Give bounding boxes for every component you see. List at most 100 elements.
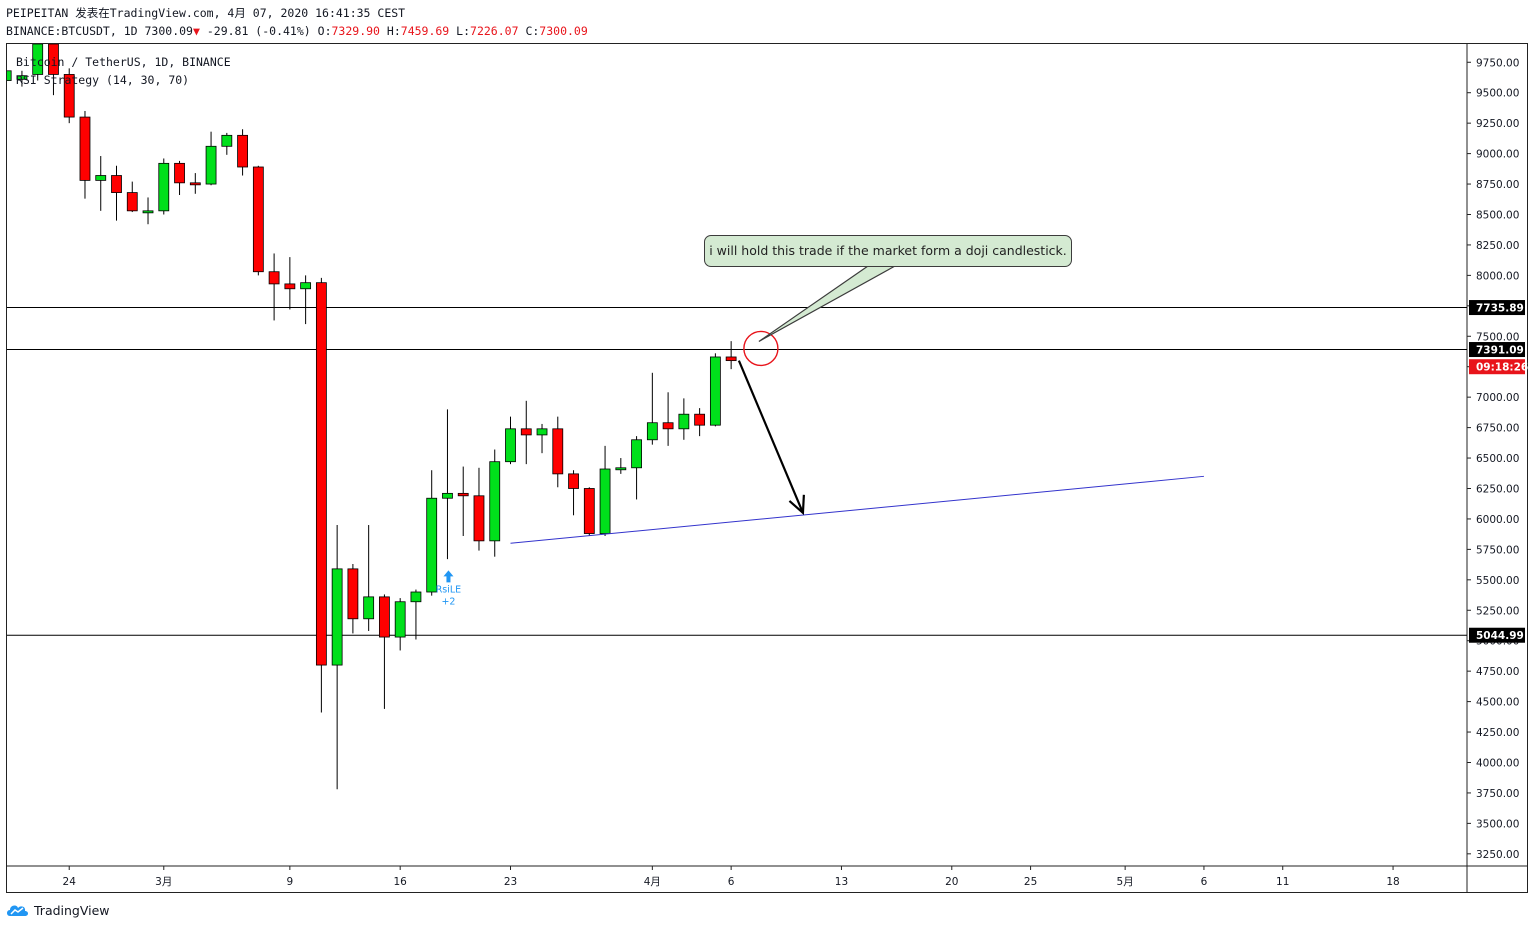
low-label: L:	[456, 24, 471, 38]
price-tick-label: 9750.00	[1476, 57, 1519, 69]
time-tick-label: 11	[1276, 876, 1289, 888]
candle	[489, 449, 501, 557]
time-tick-label: 3月	[155, 876, 172, 888]
legend-strategy[interactable]: RSI Strategy (14, 30, 70)	[16, 73, 190, 87]
candle	[221, 132, 233, 155]
candle	[536, 423, 548, 454]
price-tick-label: 6250.00	[1476, 483, 1519, 495]
candle	[363, 525, 375, 631]
candle	[520, 400, 532, 465]
time-tick-label: 23	[504, 876, 517, 888]
ohlc-header: BINANCE:BTCUSDT, 1D 7300.09▼ -29.81 (-0.…	[6, 24, 588, 38]
price-tick-label: 9500.00	[1476, 88, 1519, 100]
time-tick-label: 4月	[644, 876, 661, 888]
arrow-shaft	[737, 360, 804, 514]
close-value: 7300.09	[539, 24, 588, 38]
trendline	[510, 475, 1204, 544]
price-tick-label: 4250.00	[1476, 727, 1519, 739]
candle	[662, 392, 674, 446]
candle	[189, 173, 201, 194]
price-tick-label: 5500.00	[1476, 575, 1519, 587]
low-value: 7226.07	[470, 24, 519, 38]
bar-countdown-label: 09:18:26	[1469, 359, 1528, 375]
candle	[694, 408, 706, 437]
candle	[142, 197, 154, 225]
tradingview-footer[interactable]: TradingView	[6, 902, 110, 918]
candle-body	[7, 70, 12, 81]
candle	[126, 181, 138, 213]
candle	[442, 409, 453, 560]
candle	[379, 594, 390, 709]
price-tick-label: 3250.00	[1476, 849, 1519, 861]
doji-circle-marker	[743, 330, 779, 367]
price-tick-label: 4500.00	[1476, 697, 1519, 709]
candle	[426, 470, 438, 596]
candle	[457, 466, 469, 536]
candle-body	[315, 282, 327, 666]
candle-body	[568, 473, 579, 489]
candle-body	[694, 413, 706, 426]
candle-body	[520, 428, 532, 436]
time-tick-label: 9	[287, 876, 294, 888]
candle	[284, 257, 296, 310]
candle-body	[95, 175, 107, 181]
level-price-label: 5044.99	[1469, 627, 1525, 643]
candle	[583, 487, 595, 536]
signal-label: RsiLE	[436, 584, 462, 595]
candle-body	[252, 166, 264, 273]
time-tick-label: 6	[1201, 876, 1208, 888]
candle-body	[284, 283, 296, 290]
price-tick-label: 6000.00	[1476, 514, 1519, 526]
price-tick-label: 4750.00	[1476, 666, 1519, 678]
candle-body	[725, 356, 737, 362]
candle-body	[552, 428, 564, 475]
candle-body	[174, 162, 185, 184]
candle-body	[205, 145, 217, 185]
candle	[111, 165, 122, 221]
close-label: C:	[525, 24, 540, 38]
candle	[646, 372, 658, 445]
footer-brand: TradingView	[34, 902, 110, 918]
legend-title[interactable]: Bitcoin / TetherUS, 1D, BINANCE	[16, 55, 231, 69]
time-tick-label: 18	[1386, 876, 1399, 888]
time-tick-label: 6	[728, 876, 735, 888]
annotation-callout[interactable]: i will hold this trade if the market for…	[704, 235, 1072, 267]
candle-body	[678, 413, 690, 430]
signal-qty: +2	[441, 596, 455, 607]
svg-text:7735.89: 7735.89	[1476, 303, 1524, 315]
candle	[394, 598, 406, 651]
price-change: -29.81 (-0.41%)	[206, 24, 311, 38]
price-tick-label: 8750.00	[1476, 179, 1519, 191]
candle-body	[79, 116, 91, 181]
candle	[32, 44, 44, 81]
price-tick-label: 9250.00	[1476, 118, 1519, 130]
candle-body	[16, 75, 28, 80]
time-tick-label: 13	[835, 876, 848, 888]
candle	[347, 563, 359, 634]
candle	[615, 458, 627, 474]
price-tick-label: 6750.00	[1476, 423, 1519, 435]
signal-up-arrow-icon	[443, 570, 454, 583]
svg-text:5044.99: 5044.99	[1476, 630, 1524, 642]
candle-body	[237, 134, 248, 168]
candle	[48, 44, 59, 96]
candle	[568, 470, 579, 516]
candle-body	[331, 568, 343, 666]
candle-body	[158, 162, 170, 212]
svg-text:09:18:26: 09:18:26	[1476, 362, 1528, 374]
symbol-interval: BINANCE:BTCUSDT, 1D	[6, 24, 138, 38]
candle	[631, 436, 642, 500]
chart-frame	[6, 43, 1528, 893]
open-value: 7329.90	[331, 24, 380, 38]
callout-pointer	[758, 265, 898, 342]
candle-body	[583, 488, 595, 534]
candle	[205, 131, 217, 186]
level-price-label: 7735.89	[1469, 300, 1525, 316]
candle	[252, 165, 264, 276]
candle-body	[599, 468, 611, 534]
price-tick-label: 4000.00	[1476, 757, 1519, 769]
candle-body	[662, 422, 674, 430]
candle-body	[631, 439, 642, 469]
price-tick-label: 3750.00	[1476, 788, 1519, 800]
